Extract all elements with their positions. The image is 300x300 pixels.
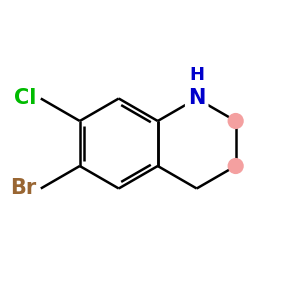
Circle shape: [228, 158, 244, 174]
Text: N: N: [188, 88, 206, 109]
Text: H: H: [189, 67, 204, 85]
Text: Br: Br: [11, 178, 37, 199]
Circle shape: [228, 113, 244, 129]
Text: Cl: Cl: [14, 88, 37, 109]
